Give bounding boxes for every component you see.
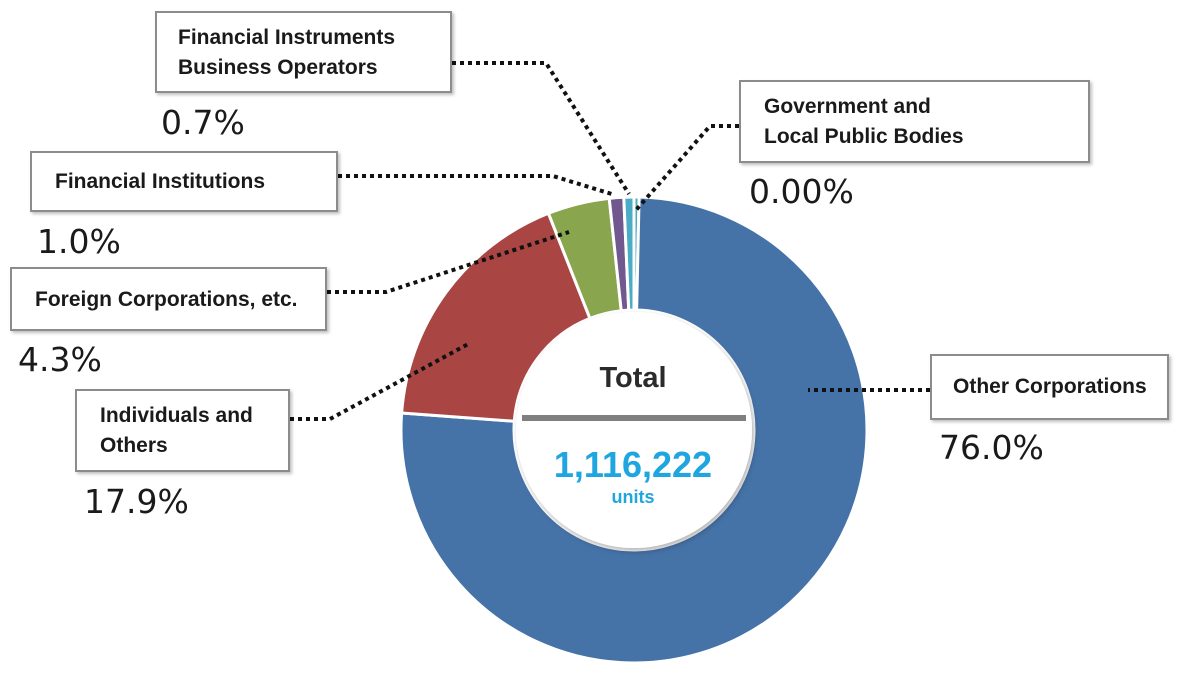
center-total-unit: units xyxy=(611,487,655,507)
legend-label-fibo: Financial Instruments Business Operators xyxy=(155,11,452,93)
value-label-individuals: 17.9% xyxy=(84,482,189,521)
legend-label-foreign-corporations: Foreign Corporations, etc. xyxy=(10,267,327,331)
donut-hole xyxy=(516,312,752,548)
leader-lines xyxy=(290,61,930,421)
legend-label-individuals: Individuals and Others xyxy=(75,389,290,472)
leader-line-government xyxy=(634,124,739,212)
value-label-government: 0.00% xyxy=(749,172,854,211)
center-total-title: Total xyxy=(599,362,667,394)
leader-line-foreign-corporations xyxy=(327,230,570,294)
value-label-financial-institutions: 1.0% xyxy=(37,222,121,261)
leader-line-individuals xyxy=(290,341,471,421)
legend-label-other-corporations: Other Corporations xyxy=(930,354,1169,420)
slice-other-corporations xyxy=(399,195,869,665)
slice-fibo xyxy=(622,195,636,312)
legend-label-financial-institutions: Financial Institutions xyxy=(30,151,338,212)
value-label-fibo: 0.7% xyxy=(161,103,245,142)
donut-slices xyxy=(399,195,869,665)
value-label-foreign-corporations: 4.3% xyxy=(18,340,102,379)
value-label-other-corporations: 76.0% xyxy=(939,428,1044,467)
leader-line-financial-institutions xyxy=(338,174,616,197)
center-total-value: 1,116,222 xyxy=(553,444,713,485)
legend-label-government: Government and Local Public Bodies xyxy=(739,80,1090,163)
slice-individuals xyxy=(400,211,592,423)
